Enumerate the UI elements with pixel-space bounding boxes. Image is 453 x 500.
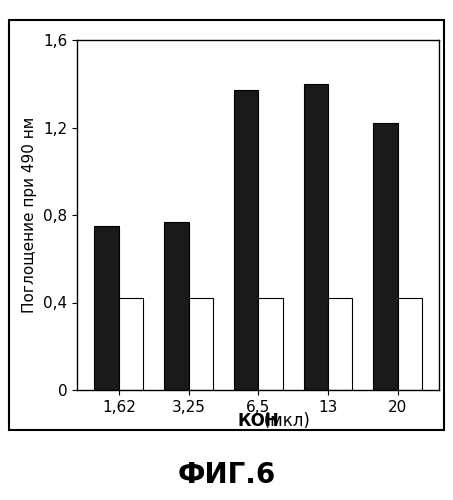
Bar: [398, 298, 422, 390]
Bar: [304, 84, 328, 390]
Bar: [119, 298, 143, 390]
Text: ФИГ.6: ФИГ.6: [178, 461, 275, 489]
Text: КОН: КОН: [237, 412, 279, 430]
Y-axis label: Поглощение при 490 нм: Поглощение при 490 нм: [23, 117, 38, 313]
Bar: [258, 298, 283, 390]
Bar: [328, 298, 352, 390]
Bar: [234, 90, 258, 390]
Text: (мкл): (мкл): [206, 412, 310, 430]
Bar: [94, 226, 119, 390]
Bar: [373, 123, 398, 390]
Bar: [188, 298, 213, 390]
Bar: [164, 222, 188, 390]
